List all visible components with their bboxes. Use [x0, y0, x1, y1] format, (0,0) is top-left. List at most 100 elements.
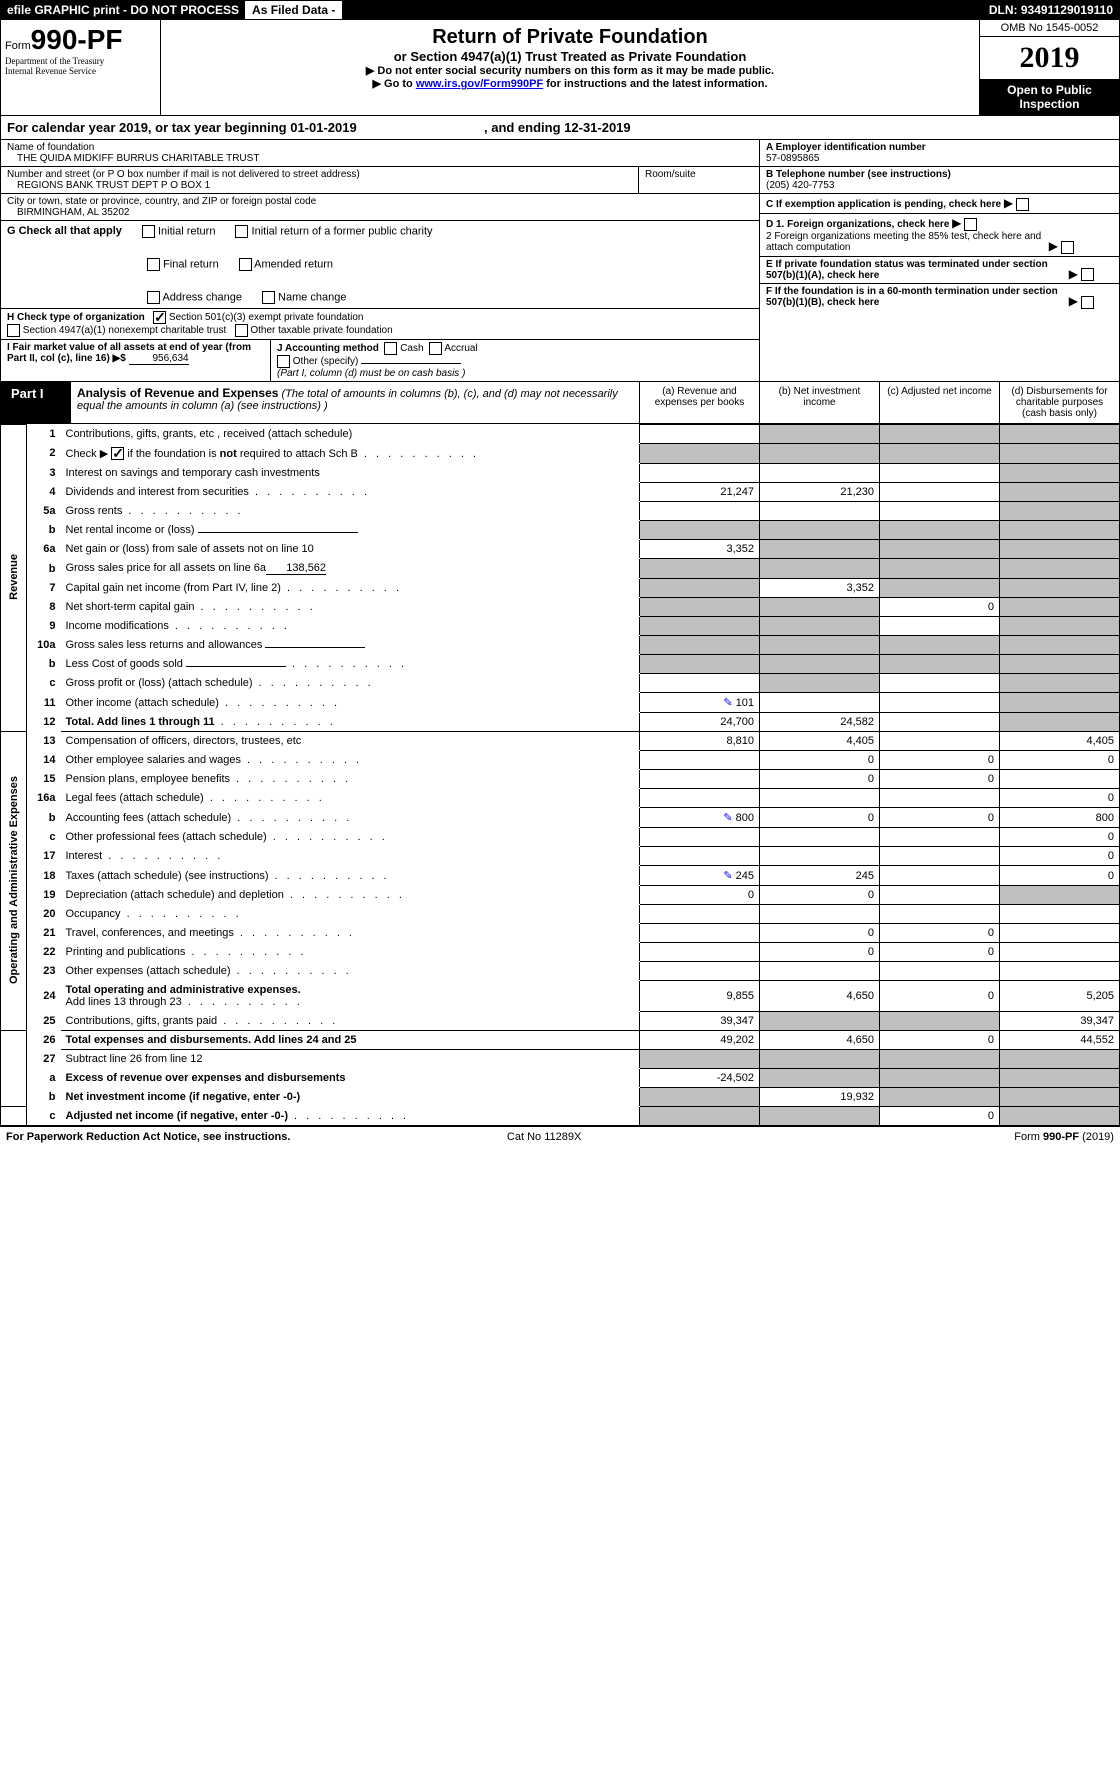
- line-5a: Gross rents: [61, 502, 640, 521]
- d1-checkbox[interactable]: [964, 218, 977, 231]
- cash-checkbox[interactable]: [384, 342, 397, 355]
- city-label: City or town, state or province, country…: [7, 196, 753, 207]
- cat-no: Cat No 11289X: [507, 1131, 581, 1143]
- foundation-name: THE QUIDA MIDKIFF BURRUS CHARITABLE TRUS…: [7, 153, 753, 164]
- line-27b: Net investment income (if negative, ente…: [61, 1088, 640, 1107]
- revenue-side-label: Revenue: [1, 425, 27, 732]
- dln-label: DLN: 93491129019110: [983, 1, 1119, 19]
- accrual-checkbox[interactable]: [429, 342, 442, 355]
- attach-icon[interactable]: ✎: [723, 812, 732, 824]
- amended-return-checkbox[interactable]: [239, 258, 252, 271]
- col-d-head: (d) Disbursements for charitable purpose…: [999, 382, 1119, 423]
- c-checkbox[interactable]: [1016, 198, 1029, 211]
- city-value: BIRMINGHAM, AL 35202: [7, 207, 753, 218]
- line-14: Other employee salaries and wages: [61, 751, 640, 770]
- form-title: Return of Private Foundation: [167, 26, 973, 49]
- name-label: Name of foundation: [7, 142, 753, 153]
- expenses-side-label: Operating and Administrative Expenses: [1, 732, 27, 1031]
- line-8: Net short-term capital gain: [61, 598, 640, 617]
- line-22: Printing and publications: [61, 943, 640, 962]
- form-subtitle: or Section 4947(a)(1) Trust Treated as P…: [167, 49, 973, 64]
- e-label: E If private foundation status was termi…: [766, 259, 1066, 281]
- b-label: B Telephone number (see instructions): [766, 169, 951, 180]
- address-change-checkbox[interactable]: [147, 291, 160, 304]
- line-24: Total operating and administrative expen…: [61, 981, 640, 1012]
- part1-label: Part I: [1, 382, 71, 423]
- schb-checkbox[interactable]: [111, 447, 124, 460]
- g-label: G Check all that apply: [7, 225, 122, 238]
- line-4: Dividends and interest from securities: [61, 483, 640, 502]
- as-filed-label: As Filed Data -: [246, 1, 342, 19]
- col-a-head: (a) Revenue and expenses per books: [639, 382, 759, 423]
- page-footer: For Paperwork Reduction Act Notice, see …: [0, 1126, 1120, 1147]
- e-checkbox[interactable]: [1081, 268, 1094, 281]
- line-2: Check ▶ if the foundation is not require…: [61, 443, 640, 464]
- instruction-1: ▶ Do not enter social security numbers o…: [167, 64, 973, 77]
- d2-checkbox[interactable]: [1061, 241, 1074, 254]
- f-checkbox[interactable]: [1081, 296, 1094, 309]
- top-bar: efile GRAPHIC print - DO NOT PROCESS As …: [0, 0, 1120, 20]
- name-change-checkbox[interactable]: [262, 291, 275, 304]
- col-b-head: (b) Net investment income: [759, 382, 879, 423]
- room-label: Room/suite: [639, 167, 759, 193]
- line-21: Travel, conferences, and meetings: [61, 924, 640, 943]
- d1-label: D 1. Foreign organizations, check here: [766, 219, 949, 230]
- j-label: J Accounting method: [277, 343, 379, 354]
- other-taxable-checkbox[interactable]: [235, 324, 248, 337]
- open-public: Open to Public Inspection: [980, 79, 1119, 115]
- col-c-head: (c) Adjusted net income: [879, 382, 999, 423]
- line-18: Taxes (attach schedule) (see instruction…: [61, 866, 640, 886]
- efile-label: efile GRAPHIC print - DO NOT PROCESS: [1, 1, 246, 19]
- line-9: Income modifications: [61, 617, 640, 636]
- irs-link[interactable]: www.irs.gov/Form990PF: [416, 78, 543, 90]
- line-10b: Less Cost of goods sold: [61, 655, 640, 674]
- attach-icon[interactable]: ✎: [723, 870, 732, 882]
- initial-return-checkbox[interactable]: [142, 225, 155, 238]
- initial-former-checkbox[interactable]: [235, 225, 248, 238]
- line-27: Subtract line 26 from line 12: [61, 1050, 640, 1069]
- line-3: Interest on savings and temporary cash i…: [61, 464, 640, 483]
- addr-label: Number and street (or P O box number if …: [7, 169, 632, 180]
- line-19: Depreciation (attach schedule) and deple…: [61, 886, 640, 905]
- calendar-year-row: For calendar year 2019, or tax year begi…: [0, 116, 1120, 140]
- omb-number: OMB No 1545-0052: [980, 20, 1119, 37]
- line-1: Contributions, gifts, grants, etc , rece…: [61, 425, 640, 444]
- tax-year: 2019: [980, 37, 1119, 79]
- ein-value: 57-0895865: [766, 153, 819, 164]
- line-26: Total expenses and disbursements. Add li…: [61, 1031, 640, 1050]
- line-20: Occupancy: [61, 905, 640, 924]
- 501c3-checkbox[interactable]: [153, 311, 166, 324]
- d2-label: 2 Foreign organizations meeting the 85% …: [766, 231, 1046, 253]
- fmv-value: 956,634: [129, 353, 189, 365]
- line-27c: Adjusted net income (if negative, enter …: [61, 1107, 640, 1126]
- line-7: Capital gain net income (from Part IV, l…: [61, 579, 640, 598]
- line-25: Contributions, gifts, grants paid: [61, 1012, 640, 1031]
- other-method-checkbox[interactable]: [277, 355, 290, 368]
- form-header: Form990-PF Department of the Treasury In…: [0, 20, 1120, 116]
- line-6b: Gross sales price for all assets on line…: [61, 559, 640, 579]
- 4947-checkbox[interactable]: [7, 324, 20, 337]
- c-label: C If exemption application is pending, c…: [766, 199, 1001, 210]
- line-5b: Net rental income or (loss): [61, 521, 640, 540]
- j-note: (Part I, column (d) must be on cash basi…: [277, 368, 465, 379]
- line-27a: Excess of revenue over expenses and disb…: [61, 1069, 640, 1088]
- line-15: Pension plans, employee benefits: [61, 770, 640, 789]
- phone-value: (205) 420-7753: [766, 180, 834, 191]
- dept-line1: Department of the Treasury: [5, 56, 156, 66]
- line-17: Interest: [61, 847, 640, 866]
- instruction-2: ▶ Go to www.irs.gov/Form990PF for instru…: [167, 77, 973, 90]
- form-number: Form990-PF: [5, 24, 156, 56]
- attach-icon[interactable]: ✎: [723, 697, 732, 709]
- form-ref: Form 990-PF (2019): [1014, 1131, 1114, 1143]
- final-return-checkbox[interactable]: [147, 258, 160, 271]
- line-12: Total. Add lines 1 through 11: [61, 713, 640, 732]
- line-16b: Accounting fees (attach schedule): [61, 808, 640, 828]
- line-13: Compensation of officers, directors, tru…: [61, 732, 640, 751]
- line-23: Other expenses (attach schedule): [61, 962, 640, 981]
- dept-line2: Internal Revenue Service: [5, 66, 156, 76]
- a-label: A Employer identification number: [766, 142, 926, 153]
- line-16c: Other professional fees (attach schedule…: [61, 828, 640, 847]
- h-label: H Check type of organization: [7, 312, 145, 323]
- address-value: REGIONS BANK TRUST DEPT P O BOX 1: [7, 180, 632, 191]
- f-label: F If the foundation is in a 60-month ter…: [766, 286, 1066, 308]
